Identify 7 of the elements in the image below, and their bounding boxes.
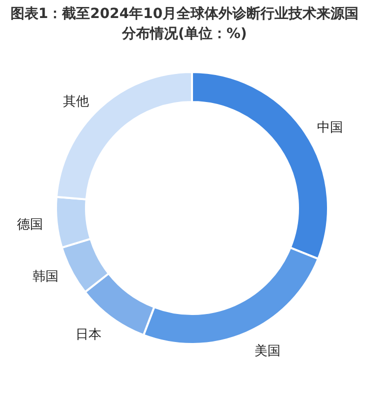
slice-label: 中国 (317, 120, 344, 136)
slice-label: 日本 (75, 328, 102, 343)
slice-label: 德国 (16, 218, 43, 233)
chart-title: 图表1：截至2024年10月全球体外诊断行业技术来源国分布情况(单位：%) (10, 5, 359, 44)
slice-label: 美国 (254, 342, 280, 359)
slice-label: 其他 (63, 94, 90, 110)
slice-label: 韩国 (32, 270, 59, 285)
